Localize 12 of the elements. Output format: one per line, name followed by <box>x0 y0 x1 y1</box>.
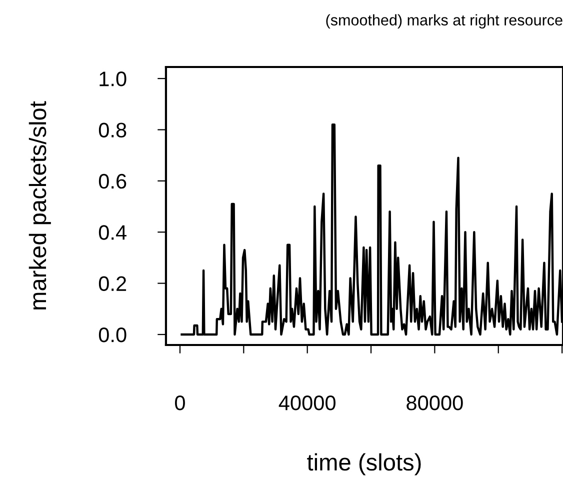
y-tick-label: 0.4 <box>98 225 126 240</box>
x-axis-title: time (slots) <box>307 453 421 476</box>
y-tick-label: 1.0 <box>100 72 126 86</box>
chart-title: (smoothed) marks at right resource <box>326 14 562 29</box>
y-tick-label: 0.8 <box>98 122 126 138</box>
y-axis-title: marked packets/slot <box>28 101 51 310</box>
y-tick-label: 0.2 <box>98 276 126 292</box>
x-tick-label: 40000 <box>278 396 336 410</box>
x-tick-label: 80000 <box>406 396 463 410</box>
y-tick-label: 0.0 <box>98 327 126 342</box>
y-tick-label: 0.6 <box>98 174 126 189</box>
x-tick-label: 0 <box>175 396 185 410</box>
